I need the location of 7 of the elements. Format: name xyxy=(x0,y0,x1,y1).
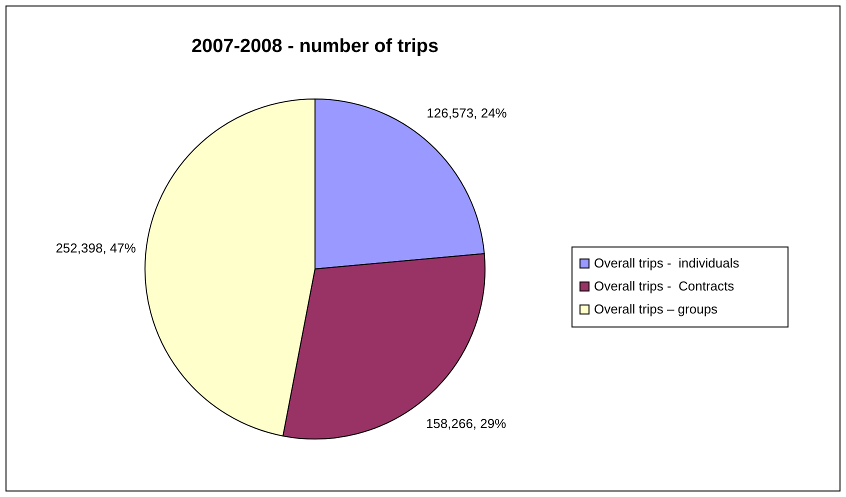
data-label: 252,398, 47% xyxy=(56,240,136,256)
legend-label: Overall trips - individuals xyxy=(594,255,740,270)
data-label: 158,266, 29% xyxy=(426,416,507,432)
chart-title: 2007-2008 - number of trips xyxy=(191,36,439,57)
data-label: 126,573, 24% xyxy=(426,105,508,120)
legend-label: Overall trips - Contracts xyxy=(594,278,735,294)
legend-label: Overall trips – groups xyxy=(594,301,718,316)
